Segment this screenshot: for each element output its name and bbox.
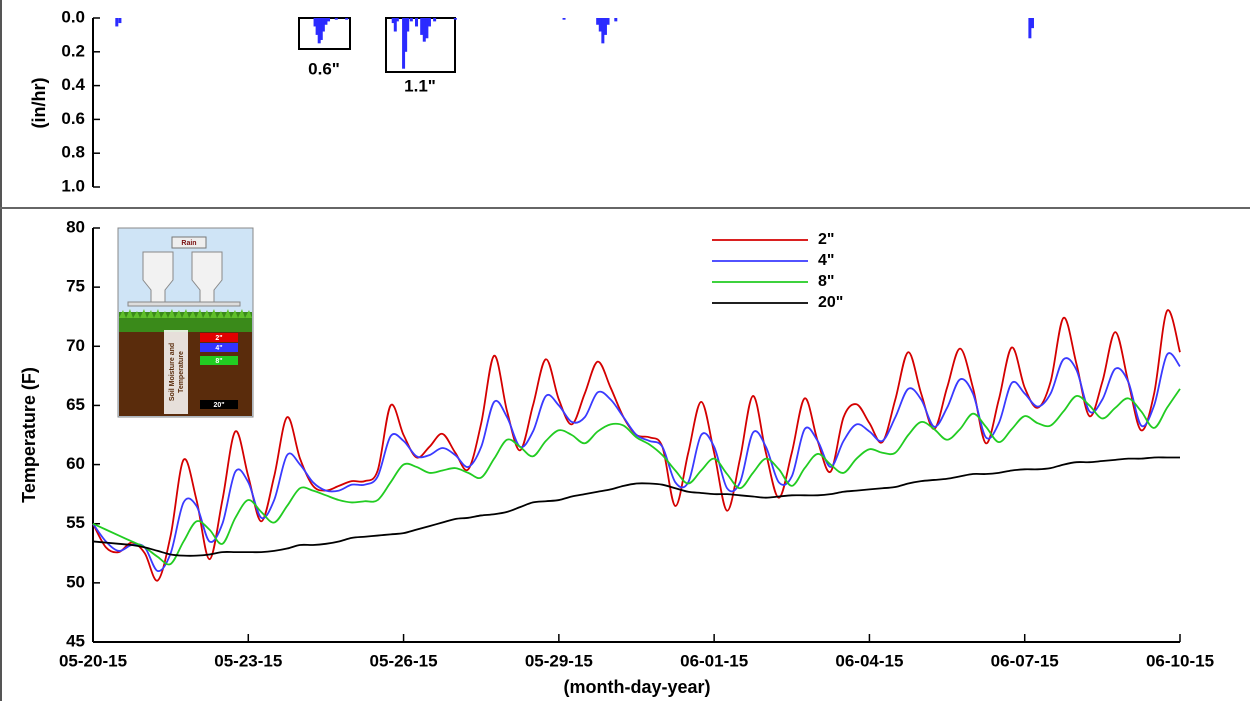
rain-bar [315,18,319,35]
y-tick-label: 70 [66,336,85,355]
series-line [92,456,1180,557]
y-tick-label: 0.8 [61,143,85,162]
annotation: 0.6" [308,59,340,78]
inset-title-box [171,236,207,249]
rain-bar [395,18,399,22]
y-tick-label: 1.0 [61,176,85,195]
y-tick-label: 75 [66,277,85,296]
rain-bar [313,18,317,27]
y-tick-label: 55 [66,513,85,532]
legend-label: 20" [818,294,843,311]
inset-depth-box [200,343,238,352]
inset-gauge [191,251,223,303]
x-tick-label: 06-04-15 [835,651,903,670]
inset-gauge [142,251,174,303]
inset-caption-box [164,330,188,414]
inset-depth-label: 20" [213,402,224,409]
x-tick-label: 05-26-15 [370,651,438,670]
rain-bar [606,18,610,25]
y-tick-label: 0.6 [61,109,85,128]
inset-depth-label: 2" [215,335,222,342]
inset-depth-box [200,356,238,365]
rain-bar [427,18,431,27]
rain-bar [393,18,397,32]
y-tick-label: 80 [66,217,85,236]
y-tick-label: 50 [66,572,85,591]
rain-bar [598,18,602,32]
legend-label: 4" [818,252,834,269]
inset-depth-box [200,333,238,342]
inset-grass-blades [119,309,252,318]
rain-bar [321,18,325,32]
x-tick-label: 06-01-15 [680,651,748,670]
rain-bar [601,18,605,44]
x-tick-label: 06-07-15 [991,651,1059,670]
temp-y-label: Temperature (F) [19,367,39,503]
rain-y-label: (in/hr) [29,78,49,129]
x-tick-label: 06-10-15 [1146,651,1214,670]
series-line [92,352,1181,572]
inset-depth-label: 4" [215,345,222,352]
y-tick-label: 65 [66,395,85,414]
x-tick-label: 05-20-15 [59,651,127,670]
rain-bar [420,18,424,35]
rain-bar [415,18,419,27]
inset-caption: Soil Moisture and [169,343,176,401]
y-tick-label: 45 [66,631,85,650]
rain-bar [118,18,122,24]
y-tick-label: 60 [66,454,85,473]
inset-stand [127,301,241,307]
rain-bar [324,18,328,25]
legend-label: 8" [818,273,834,290]
rain-bar [345,18,349,20]
rain-bar [453,18,457,20]
x-label: (month-day-year) [563,677,710,697]
x-tick-label: 05-29-15 [525,651,593,670]
rain-bar [433,18,437,22]
rain-bar [327,18,331,22]
rain-bar [614,18,618,22]
series-line [92,309,1181,582]
legend-label: 2" [818,231,834,248]
rain-bar [404,18,408,52]
annotation: 1.1" [404,76,436,95]
rain-bar [115,18,119,27]
y-tick-label: 0.2 [61,41,85,60]
rain-bar [317,18,321,44]
rain-bar [603,18,607,35]
inset-depth-label: 8" [215,358,222,365]
inset-caption: Temperature [178,351,185,393]
inset-depth-box [200,400,238,409]
x-tick-label: 05-23-15 [214,651,282,670]
rain-bar [1030,18,1034,29]
rain-bar [562,18,566,20]
rain-bar [409,18,413,22]
rain-bar [425,18,429,39]
rain-bar [334,18,338,20]
rain-bar [391,18,395,24]
rain-bar [1028,18,1032,39]
inset: Rain 2" 4" 8" 20" Soil Moisture and Temp… [117,227,254,418]
y-tick-label: 0.0 [61,7,85,26]
rain-bar [402,18,406,69]
rain-bar [422,18,426,42]
rain-bar [319,18,323,40]
rain-bar [596,18,600,25]
inset-title: Rain [181,240,196,247]
series-line [92,388,1181,566]
y-tick-label: 0.4 [61,75,85,94]
rain-bar [406,18,410,32]
